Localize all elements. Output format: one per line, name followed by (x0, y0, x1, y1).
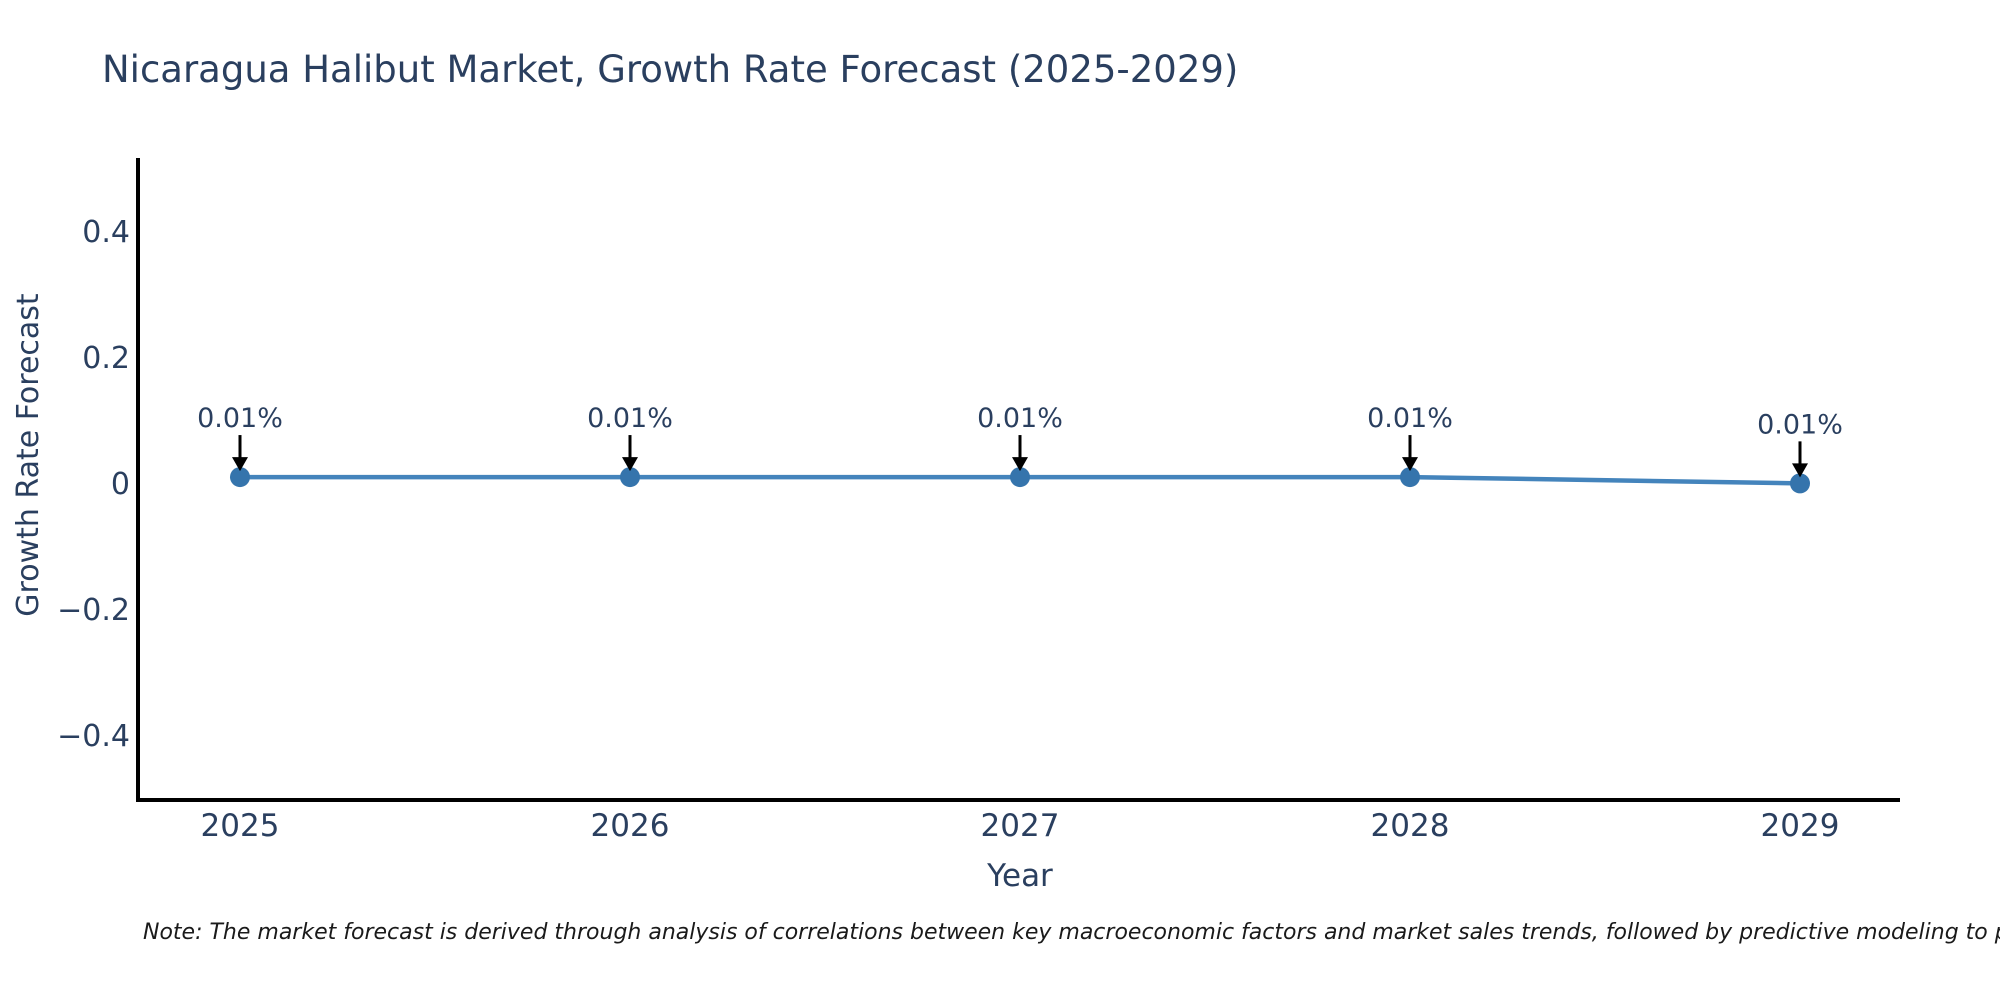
x-tick-label: 2027 (981, 808, 1060, 844)
annotation-arrowhead-icon (622, 457, 638, 472)
point-annotation: 0.01% (1757, 409, 1843, 478)
annotation-layer: 0.01% 0.01% 0.01% 0.01% 0.01% (197, 403, 1843, 478)
y-tick-label: 0 (111, 467, 130, 502)
x-axis-title: Year (986, 858, 1053, 894)
footnote: Note: The market forecast is derived thr… (143, 920, 2000, 945)
y-tick-label: 0.4 (82, 215, 130, 250)
annotation-label: 0.01% (1367, 403, 1453, 434)
annotation-label: 0.01% (1757, 409, 1843, 440)
tick-label-layer: 0.4 0.2 0 −0.2 −0.4 2025 2026 2027 2028 2029 (57, 215, 1839, 844)
x-tick-label: 2025 (201, 808, 280, 844)
data-point-2029[interactable] (1790, 473, 1810, 494)
data-point-2028[interactable] (1400, 467, 1420, 488)
annotation-arrowhead-icon (1792, 463, 1808, 478)
annotation-arrowhead-icon (1012, 457, 1028, 472)
point-annotation: 0.01% (1367, 403, 1453, 472)
x-tick-label: 2029 (1761, 808, 1840, 844)
annotation-label: 0.01% (197, 403, 283, 434)
y-tick-label: −0.2 (57, 593, 130, 628)
chart-title: Nicaragua Halibut Market, Growth Rate Fo… (102, 48, 1239, 91)
annotation-label: 0.01% (977, 403, 1063, 434)
y-tick-label: 0.2 (82, 341, 130, 376)
data-point-2026[interactable] (620, 467, 640, 488)
annotation-arrowhead-icon (232, 457, 248, 472)
x-tick-label: 2026 (591, 808, 670, 844)
data-point-2025[interactable] (230, 467, 250, 488)
annotation-arrowhead-icon (1402, 457, 1418, 472)
annotation-label: 0.01% (587, 403, 673, 434)
axes-layer (136, 158, 1900, 802)
x-tick-label: 2028 (1371, 808, 1450, 844)
point-annotation: 0.01% (197, 403, 283, 472)
series-layer (230, 467, 1810, 494)
y-tick-label: −0.4 (57, 719, 130, 754)
y-axis-title: Growth Rate Forecast (11, 293, 46, 617)
data-point-2027[interactable] (1010, 467, 1030, 488)
point-annotation: 0.01% (587, 403, 673, 472)
point-annotation: 0.01% (977, 403, 1063, 472)
